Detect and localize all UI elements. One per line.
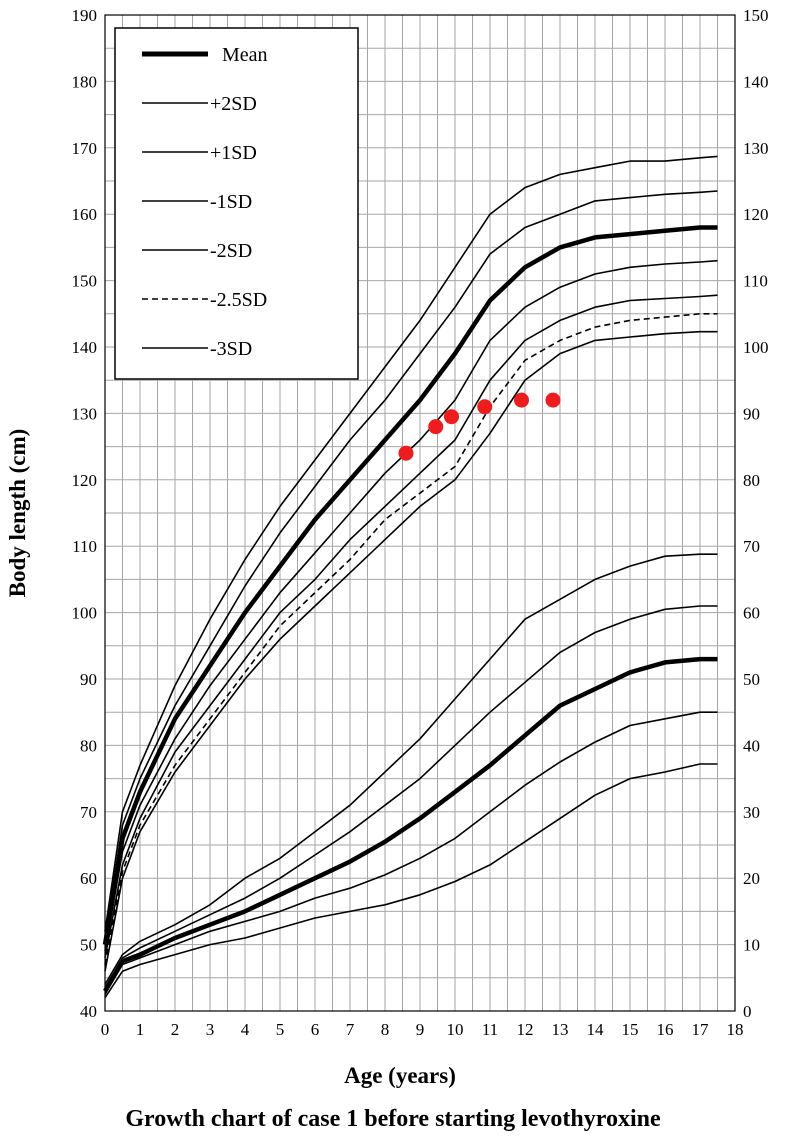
legend-label: -2SD	[210, 240, 252, 262]
x-axis-title: Age (years)	[344, 1063, 456, 1088]
y-tick-label: 190	[72, 6, 98, 25]
y2-tick-labels: 0 10 20 30 40 50 60 70 80 90 100 110 120 130 140 150	[743, 6, 769, 1021]
x-tick-label: 11	[482, 1020, 498, 1039]
y-tick-label: 90	[80, 670, 97, 689]
series-line	[104, 294, 718, 959]
y2-tick-label: 50	[743, 670, 760, 689]
y-tick-label: 40	[80, 1002, 97, 1021]
legend-label: -1SD	[210, 191, 252, 213]
y2-tick-label: 90	[743, 404, 760, 423]
y-tick-label: 160	[72, 205, 98, 224]
y2-tick-label: 30	[743, 803, 760, 822]
y2-tick-label: 40	[743, 736, 760, 755]
y2-tick-label: 130	[743, 139, 769, 158]
x-tick-labels: 0 1 2 3 4 5 6 7 8 9 10 11 12 13 14 15 16 17 18	[101, 1020, 744, 1039]
x-tick-label: 17	[692, 1020, 710, 1039]
y-tick-label: 120	[72, 471, 98, 490]
y2-tick-label: 60	[743, 604, 760, 623]
y2-tick-label: 140	[743, 72, 769, 91]
y2-tick-label: 150	[743, 6, 769, 25]
y-tick-label: 150	[72, 272, 98, 291]
y2-tick-label: 80	[743, 471, 760, 490]
x-tick-label: 18	[727, 1020, 744, 1039]
x-tick-label: 16	[657, 1020, 674, 1039]
x-tick-label: 12	[517, 1020, 534, 1039]
legend-box	[114, 27, 359, 380]
y-tick-label: 50	[80, 936, 97, 955]
series-line	[104, 330, 718, 972]
y-tick-label: 140	[72, 338, 98, 357]
x-tick-label: 4	[241, 1020, 250, 1039]
figure-caption: Growth chart of case 1 before starting l…	[125, 1106, 661, 1132]
series-line	[104, 605, 718, 989]
plot-frame	[104, 14, 736, 1012]
y2-tick-label: 110	[743, 272, 768, 291]
patient-point	[477, 399, 493, 415]
legend-label: -3SD	[210, 338, 252, 360]
series-lines	[102, 155, 718, 999]
x-tick-label: 0	[101, 1020, 110, 1039]
series-line	[104, 190, 718, 939]
x-tick-label: 6	[311, 1020, 320, 1039]
series-line	[104, 763, 718, 999]
legend-label: Mean	[222, 44, 268, 66]
y-tick-label: 80	[80, 736, 97, 755]
y-axis-title: Body length (cm)	[5, 429, 30, 598]
x-tick-label: 3	[206, 1020, 215, 1039]
legend-label: +2SD	[210, 93, 257, 115]
x-tick-label: 2	[171, 1020, 180, 1039]
patient-point	[428, 419, 444, 435]
y2-tick-label: 100	[743, 338, 769, 357]
legend: Mean +2SD +1SD -1SD -2SD -2.5SD -3SD	[114, 27, 359, 380]
y-tick-label: 100	[72, 604, 98, 623]
growth-chart: 0 1 2 3 4 5 6 7 8 9 10 11 12 13 14 15 16 17 18 40506070809…	[5, 6, 769, 1088]
x-tick-label: 10	[447, 1020, 464, 1039]
series-line	[103, 656, 718, 993]
y2-tick-label: 70	[743, 537, 760, 556]
patient-point	[514, 392, 529, 408]
y-tick-label: 130	[72, 404, 98, 423]
y-tick-label: 70	[80, 803, 97, 822]
x-tick-label: 8	[381, 1020, 390, 1039]
y-tick-label: 180	[72, 72, 98, 91]
legend-label: +1SD	[210, 142, 257, 164]
y2-tick-label: 20	[743, 869, 760, 888]
series-line	[104, 155, 718, 932]
x-tick-label: 1	[136, 1020, 145, 1039]
y-tick-label: 170	[72, 139, 98, 158]
x-tick-label: 14	[587, 1020, 605, 1039]
series-line	[104, 711, 718, 995]
y-tick-label: 60	[80, 869, 97, 888]
legend-label: -2.5SD	[210, 289, 267, 311]
series-line	[104, 312, 718, 965]
y-tick-label: 110	[72, 537, 97, 556]
x-tick-label: 13	[552, 1020, 569, 1039]
x-tick-label: 5	[276, 1020, 285, 1039]
patient-point	[545, 392, 561, 408]
y2-tick-label: 0	[743, 1002, 752, 1021]
y-tick-labels: 40 50 60 70 80 90 100 110 120 130 140 150 160 170 180 1…	[72, 6, 98, 1021]
patient-point	[444, 409, 459, 425]
series-line	[102, 225, 718, 945]
x-tick-label: 9	[416, 1020, 425, 1039]
x-tick-label: 15	[622, 1020, 639, 1039]
x-tick-label: 7	[346, 1020, 355, 1039]
patient-points	[398, 392, 561, 461]
patient-point	[398, 445, 414, 461]
y2-tick-label: 120	[743, 205, 769, 224]
series-line	[104, 553, 718, 985]
y2-tick-label: 10	[743, 936, 760, 955]
